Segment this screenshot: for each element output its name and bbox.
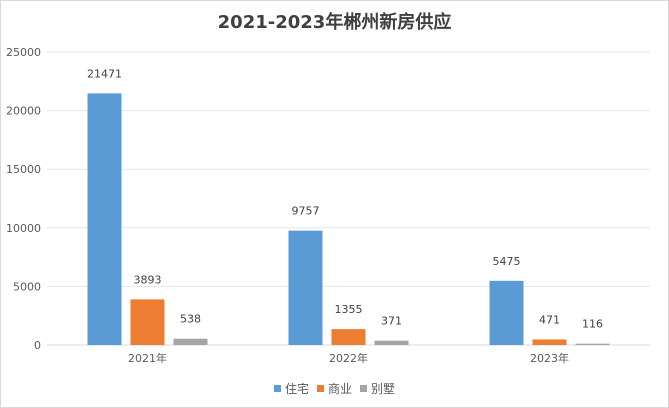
data-label: 538 [180, 313, 201, 326]
chart-legend: 住宅 商业 别墅 [0, 380, 669, 397]
bar [575, 343, 610, 345]
legend-item: 别墅 [360, 380, 395, 397]
legend-swatch [316, 385, 324, 392]
bar [489, 280, 524, 345]
data-label: 21471 [87, 67, 122, 80]
y-tick-label: 20000 [6, 105, 41, 118]
bar [87, 93, 122, 345]
x-tick-label: 2021年 [128, 351, 167, 365]
legend-label: 商业 [327, 382, 352, 396]
bar [130, 299, 165, 345]
bar [288, 230, 323, 345]
bar [173, 338, 208, 345]
x-tick-label: 2022年 [329, 351, 368, 365]
legend-label: 住宅 [284, 382, 309, 396]
data-label: 3893 [134, 273, 162, 286]
data-label: 1355 [335, 303, 363, 316]
legend-item: 商业 [316, 380, 352, 397]
legend-swatch [273, 385, 281, 392]
y-tick-label: 15000 [6, 163, 41, 176]
legend-item: 住宅 [273, 380, 309, 397]
y-tick-label: 25000 [6, 46, 41, 59]
y-tick-label: 5000 [13, 280, 41, 293]
data-label: 471 [539, 313, 560, 326]
y-tick-label: 10000 [6, 222, 41, 235]
bar [532, 339, 567, 345]
legend-label: 别墅 [371, 382, 396, 396]
x-tick-label: 2023年 [530, 351, 569, 365]
data-label: 5475 [493, 255, 521, 268]
legend-swatch [360, 385, 367, 392]
y-tick-label: 0 [34, 339, 41, 352]
data-label: 116 [582, 318, 603, 331]
data-label: 9757 [292, 205, 320, 218]
bar [331, 329, 366, 345]
data-label: 371 [381, 315, 402, 328]
chart-title: 2021-2023年郴州新房供应 [217, 12, 452, 33]
bar [374, 340, 409, 345]
